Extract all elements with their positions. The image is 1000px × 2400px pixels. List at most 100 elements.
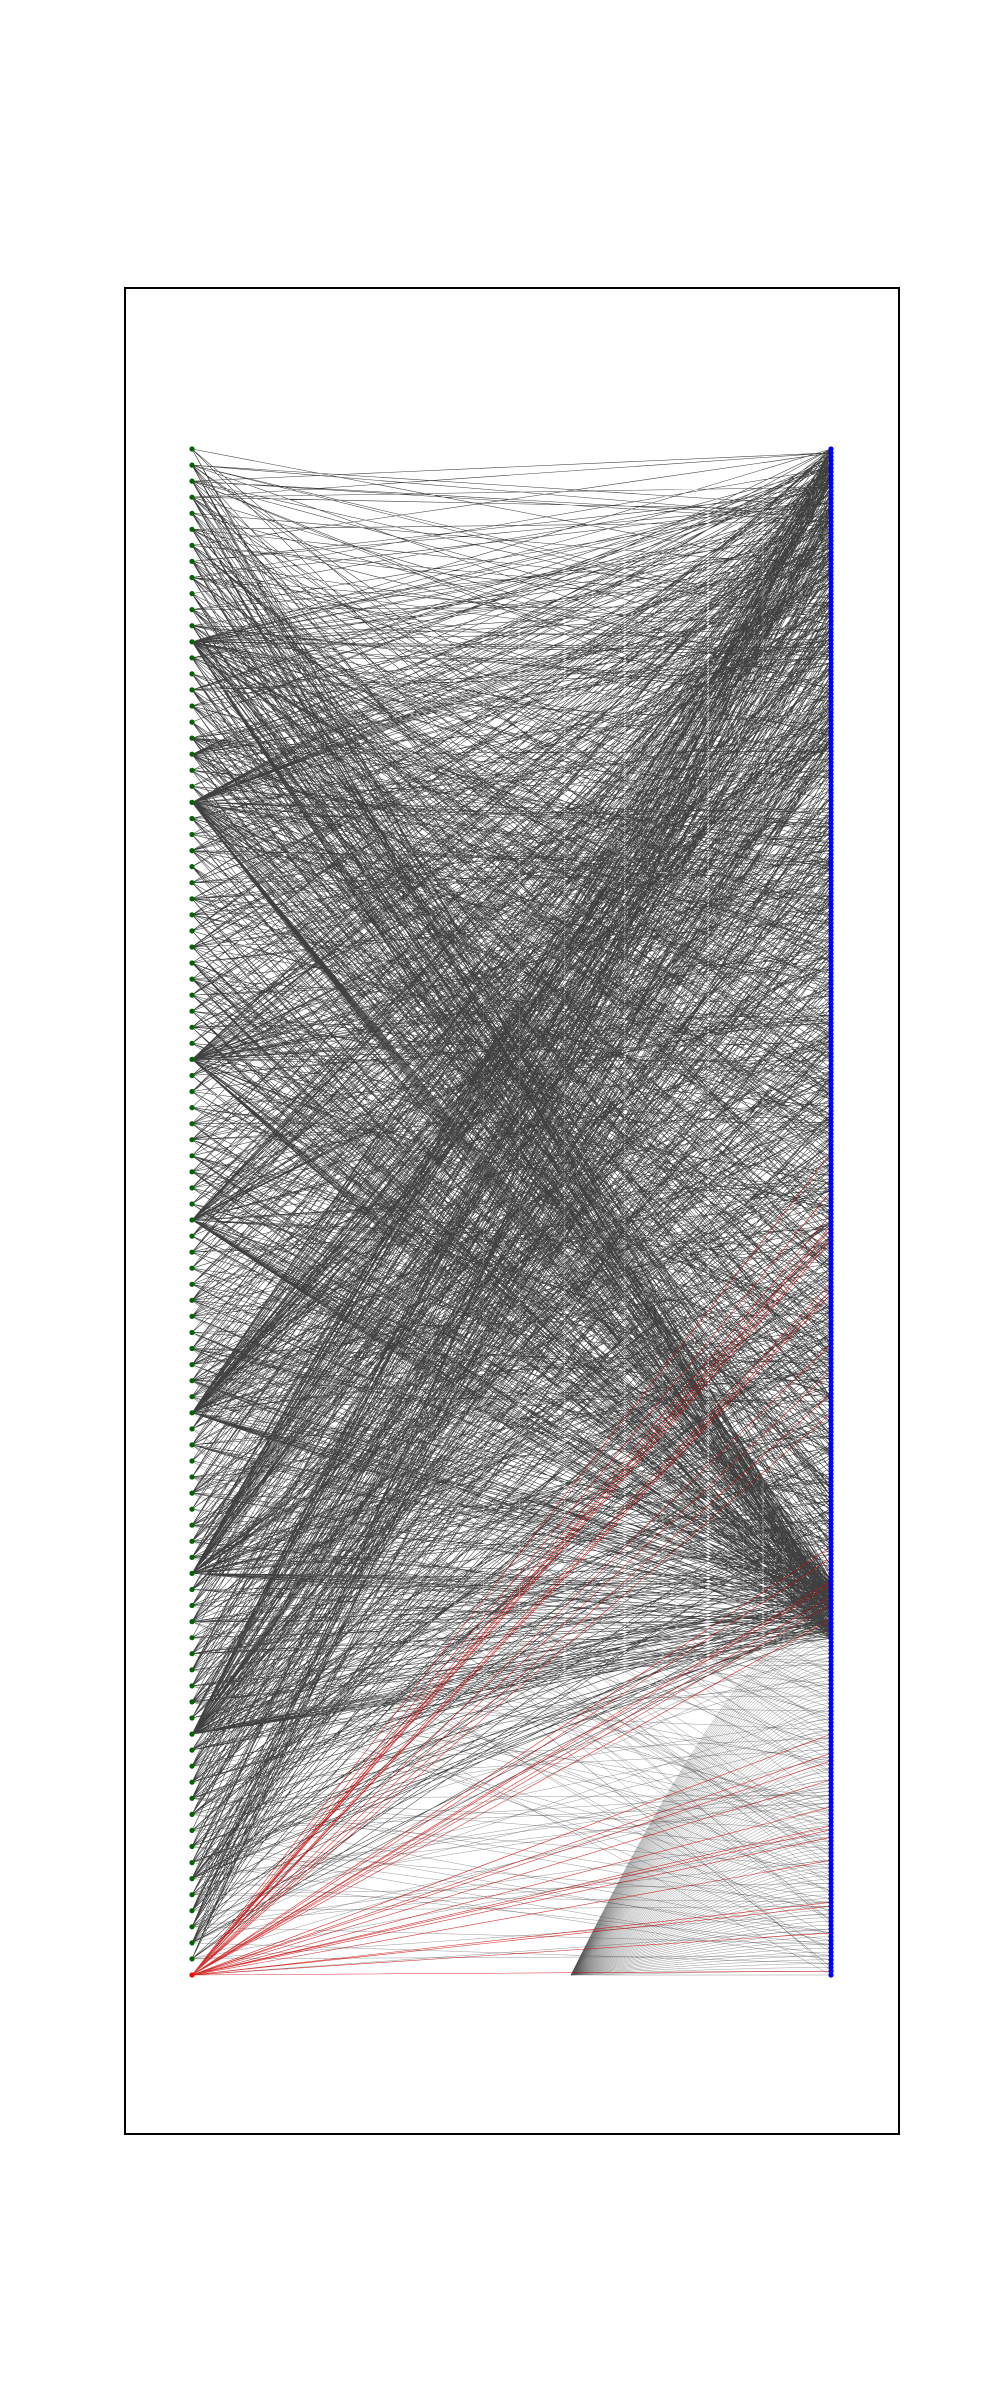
right-node (828, 886, 834, 892)
right-node (828, 863, 834, 869)
left-node (189, 719, 195, 725)
right-node (828, 515, 834, 521)
right-node (828, 450, 834, 456)
right-node (828, 855, 834, 861)
left-node (189, 976, 195, 982)
right-node (828, 958, 834, 965)
right-node (828, 1310, 834, 1316)
left-node (189, 558, 195, 565)
right-node (828, 702, 834, 708)
right-node (828, 626, 834, 632)
right-node (828, 1153, 834, 1160)
right-node (828, 1850, 834, 1856)
edge-group-red (191, 1152, 832, 1976)
right-node (828, 1280, 834, 1286)
right-node (828, 1601, 834, 1607)
right-node (828, 1494, 834, 1500)
left-node (189, 1602, 195, 1609)
right-node (828, 1528, 834, 1534)
right-node (828, 1245, 834, 1251)
right-node (828, 939, 834, 946)
right-node (828, 802, 834, 808)
right-node (828, 1570, 834, 1576)
right-node (828, 1769, 834, 1775)
right-node (828, 1658, 834, 1664)
right-node (828, 1402, 834, 1408)
right-node (828, 993, 834, 999)
right-node (828, 1398, 834, 1404)
left-node (189, 848, 195, 854)
right-node (828, 935, 834, 942)
left-node (189, 1908, 195, 1914)
right-node (828, 660, 834, 666)
left-node (189, 655, 195, 661)
right-node (828, 656, 834, 663)
right-node (828, 1306, 834, 1313)
left-node (189, 735, 195, 741)
right-node (828, 966, 834, 972)
right-node (828, 851, 834, 858)
right-node (828, 465, 834, 471)
right-node (828, 1249, 834, 1255)
right-node (828, 1716, 834, 1722)
right-node (828, 1199, 834, 1205)
right-node (828, 1922, 834, 1928)
right-node (828, 1666, 834, 1672)
right-node (828, 1180, 834, 1186)
right-node (828, 1697, 834, 1703)
right-node (828, 1123, 834, 1129)
right-node (828, 469, 834, 475)
left-node (189, 1570, 195, 1576)
right-node (828, 1131, 834, 1137)
left-node (189, 1169, 195, 1175)
right-node (828, 771, 834, 777)
right-node (828, 1482, 834, 1489)
right-node (828, 786, 834, 793)
right-node (828, 561, 834, 567)
left-node (189, 574, 195, 581)
right-node (828, 1949, 834, 1955)
left-node (189, 1008, 195, 1014)
right-node (828, 1226, 834, 1232)
right-node (828, 1643, 834, 1649)
right-node (828, 1911, 834, 1917)
right-node (828, 1176, 834, 1183)
right-node (828, 1043, 834, 1049)
left-node (189, 1763, 195, 1769)
right-node (828, 1842, 834, 1848)
left-node (189, 960, 195, 966)
right-node (828, 1609, 834, 1615)
left-node (189, 928, 195, 934)
right-node (828, 1410, 834, 1416)
right-node (828, 1349, 834, 1355)
right-node (828, 1536, 834, 1542)
right-node (828, 1241, 834, 1248)
left-node (189, 1522, 195, 1528)
left-node (189, 1040, 195, 1046)
right-node (828, 1903, 834, 1909)
right-node (828, 519, 834, 525)
right-node (828, 981, 834, 988)
right-node (828, 1345, 834, 1351)
right-node (828, 913, 834, 919)
right-node (828, 897, 834, 903)
right-node (828, 1138, 834, 1144)
right-node (828, 610, 834, 617)
right-node (828, 591, 834, 597)
right-node (828, 522, 834, 529)
right-node (828, 1368, 834, 1374)
right-node (828, 633, 834, 640)
right-node (828, 1479, 834, 1485)
right-node (828, 1352, 834, 1358)
right-node (828, 557, 834, 563)
right-node (828, 1391, 834, 1397)
right-node (828, 1953, 834, 1959)
left-node (189, 1747, 195, 1753)
left-node (189, 1651, 195, 1657)
left-node (189, 880, 195, 886)
right-node (828, 580, 834, 586)
right-node (828, 825, 834, 831)
left-node (189, 1426, 195, 1432)
left-node (189, 1619, 195, 1625)
right-node (828, 1356, 834, 1362)
